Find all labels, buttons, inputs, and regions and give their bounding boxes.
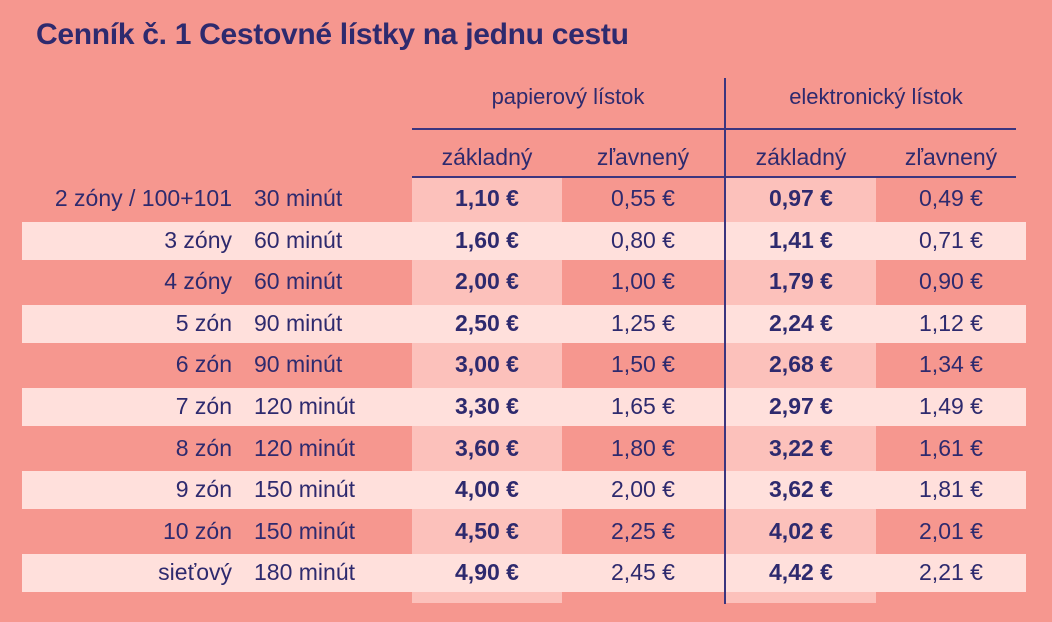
cell-el-basic: 2,68 € [769,351,833,378]
cell-el-basic: 3,22 € [769,434,833,461]
cell-el-reduced: 1,12 € [919,309,983,336]
group-head-electronic: elektronický lístok [789,84,963,109]
cell-paper-basic: 1,60 € [455,226,519,253]
header-rule [412,128,1016,130]
cell-el-basic: 4,02 € [769,517,833,544]
cell-paper-reduced: 1,80 € [611,434,675,461]
cell-duration: 60 minút [254,268,343,295]
cell-paper-reduced: 2,45 € [611,559,675,586]
cell-zone: 9 zón [175,476,232,503]
cell-paper-basic: 4,90 € [455,559,519,586]
cell-el-reduced: 0,90 € [919,268,983,295]
cell-el-basic: 1,41 € [769,226,833,253]
cell-duration: 60 minút [254,226,343,253]
group-head-paper: papierový lístok [491,84,645,109]
cell-paper-reduced: 1,65 € [611,393,675,419]
cell-zone: 5 zón [175,309,232,336]
group-divider [724,78,726,604]
cell-el-reduced: 1,34 € [919,351,983,378]
cell-el-basic: 3,62 € [769,476,833,503]
cell-el-basic: 2,24 € [769,309,833,336]
cell-paper-basic: 4,00 € [455,476,519,503]
cell-paper-reduced: 2,25 € [611,517,675,544]
cell-el-reduced: 2,01 € [919,517,983,544]
cell-duration: 180 minút [254,559,356,586]
cell-zone: 10 zón [162,517,232,544]
subhead-el-basic: základný [755,144,847,170]
cell-duration: 120 minút [254,434,356,461]
cell-el-basic: 0,97 € [769,185,833,211]
cell-el-basic: 1,79 € [769,268,833,295]
cell-zone: 2 zóny / 100+101 [54,185,232,211]
cell-paper-basic: 1,10 € [455,185,519,211]
cell-paper-reduced: 1,00 € [611,268,675,295]
cell-zone: 3 zóny [164,226,232,253]
cell-paper-basic: 2,50 € [455,309,519,336]
cell-zone: 4 zóny [164,268,232,295]
table-row-band [22,388,1026,426]
cell-paper-reduced: 0,55 € [611,185,675,211]
subhead-paper-reduced: zľavnený [596,144,690,170]
subhead-paper-basic: základný [441,144,533,170]
subhead-el-reduced: zľavnený [904,144,998,170]
cell-paper-basic: 3,60 € [455,434,519,461]
cell-duration: 90 minút [254,309,343,336]
cell-paper-reduced: 1,25 € [611,309,675,336]
cell-duration: 150 minút [254,476,356,503]
cell-duration: 30 minút [254,185,343,211]
cell-zone: 7 zón [175,393,232,419]
cell-zone: 6 zón [175,351,232,378]
cell-el-basic: 4,42 € [769,559,833,586]
cell-zone: 8 zón [175,434,232,461]
subheader-rule [412,176,1016,178]
cell-el-reduced: 1,49 € [919,393,983,419]
cell-el-reduced: 0,71 € [919,226,983,253]
cell-el-reduced: 1,81 € [919,476,983,503]
cell-paper-reduced: 0,80 € [611,226,675,253]
cell-paper-basic: 3,00 € [455,351,519,378]
table-row-band [22,554,1026,593]
cell-paper-reduced: 2,00 € [611,476,675,503]
cell-zone: sieťový [158,559,232,586]
cell-paper-basic: 2,00 € [455,268,519,295]
cell-el-reduced: 2,21 € [919,559,983,586]
table-row-band [22,221,1026,260]
cell-paper-basic: 3,30 € [455,393,519,419]
table-row-band [22,471,1026,510]
cell-paper-reduced: 1,50 € [611,351,675,378]
table-row-band [22,304,1026,343]
cell-paper-basic: 4,50 € [455,517,519,544]
cell-el-reduced: 1,61 € [919,434,983,461]
cell-duration: 120 minút [254,393,356,419]
page-title: Cenník č. 1 Cestovné lístky na jednu ces… [36,18,629,51]
cell-el-reduced: 0,49 € [919,185,983,211]
cell-duration: 150 minút [254,517,356,544]
cell-el-basic: 2,97 € [769,393,833,419]
cell-duration: 90 minút [254,351,343,378]
